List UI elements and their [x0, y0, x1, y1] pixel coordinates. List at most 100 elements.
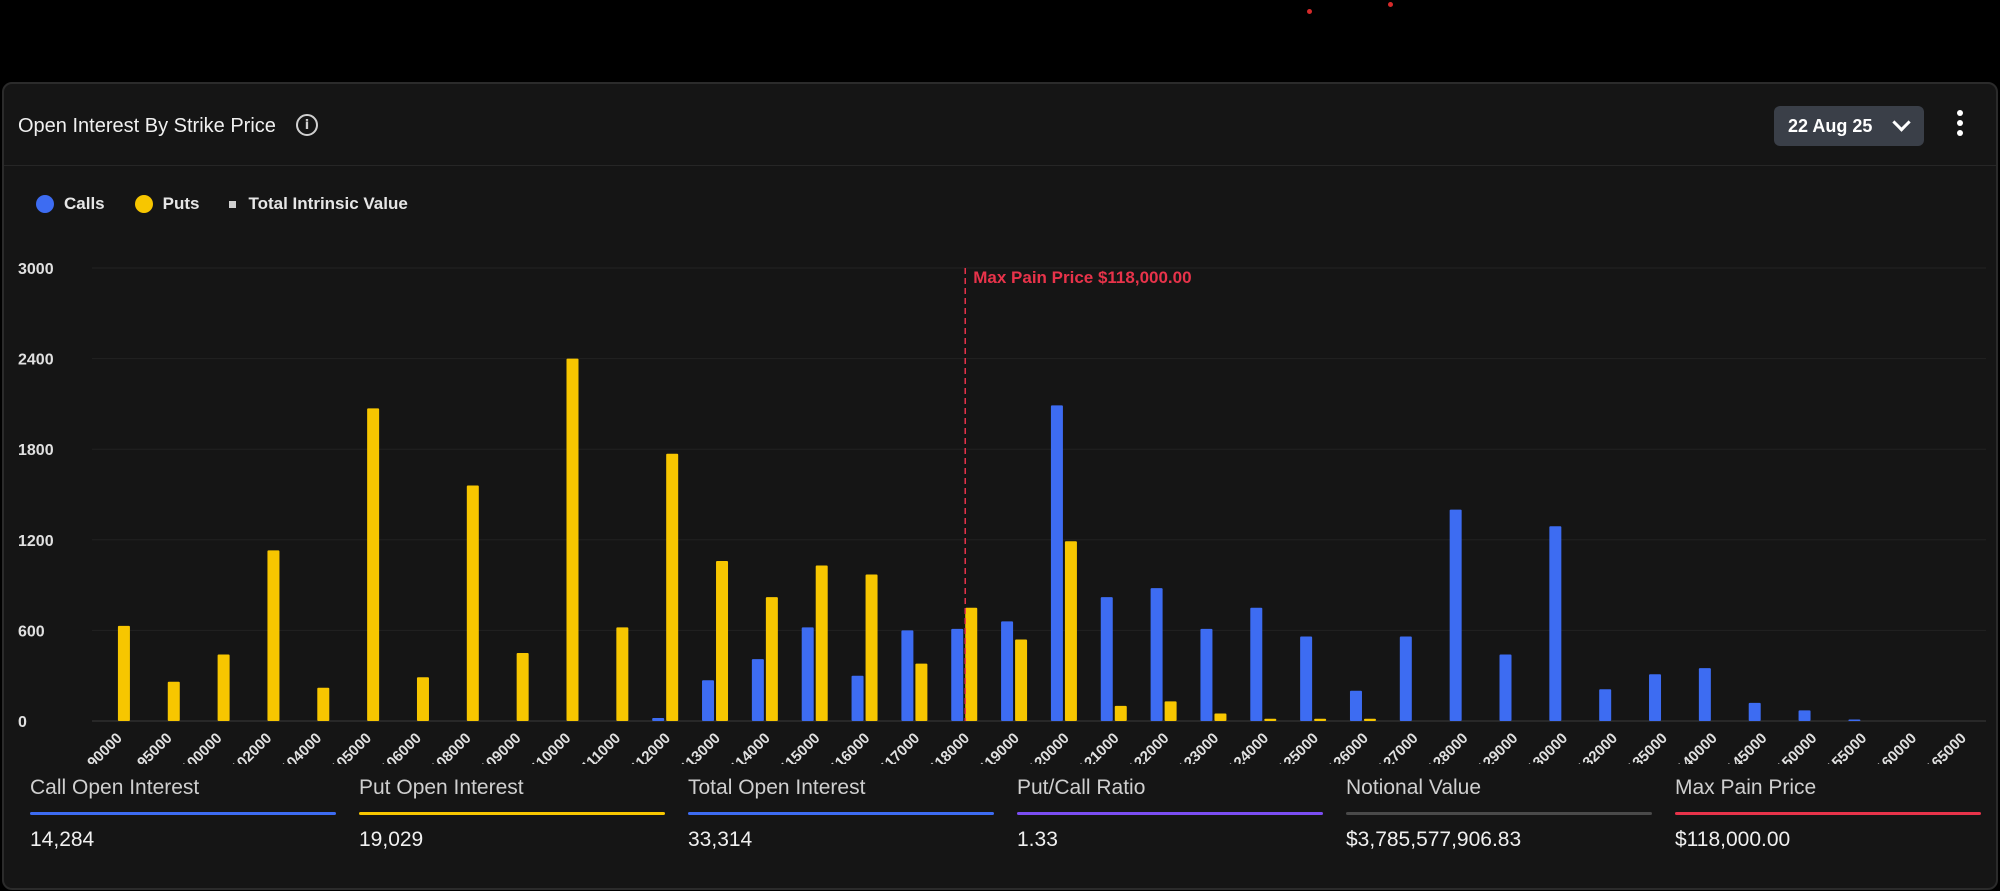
- x-tick-label: 113000: [677, 730, 724, 764]
- stat-underline: [1675, 812, 1981, 815]
- x-tick-label: 126000: [1324, 730, 1371, 764]
- stat-underline: [1017, 812, 1323, 815]
- x-tick-label: 132000: [1574, 730, 1621, 764]
- x-tick-label: 122000: [1125, 730, 1172, 764]
- x-tick-label: 117000: [876, 730, 923, 764]
- bar-puts: [1214, 713, 1227, 721]
- stat-put-open-interest: Put Open Interest 19,029: [359, 774, 665, 852]
- y-tick-label: 1800: [18, 442, 54, 459]
- bar-puts: [1314, 718, 1327, 721]
- bar-calls: [1848, 719, 1861, 721]
- stat-label: Notional Value: [1346, 776, 1482, 799]
- x-tick-label: 106000: [377, 730, 424, 764]
- x-tick-label: 129000: [1474, 730, 1521, 764]
- bar-calls: [1250, 607, 1263, 721]
- bar-puts: [1114, 705, 1127, 721]
- stat-value: $3,785,577,906.83: [1346, 828, 1522, 851]
- x-tick-label: 119000: [976, 730, 1023, 764]
- x-tick-label: 115000: [777, 730, 824, 764]
- x-tick-label: 116000: [827, 730, 874, 764]
- x-tick-label: 140000: [1673, 730, 1720, 764]
- y-tick-label: 1200: [18, 533, 54, 550]
- bar-calls: [1748, 702, 1761, 721]
- bar-calls: [1100, 597, 1113, 721]
- bar-calls: [1200, 628, 1213, 721]
- stat-call-open-interest: Call Open Interest 14,284: [30, 774, 336, 852]
- legend-intrinsic-label: Total Intrinsic Value: [248, 194, 408, 213]
- puts-swatch-icon: [134, 195, 153, 213]
- open-interest-panel: Open Interest By Strike Price i 22 Aug 2…: [2, 82, 1998, 890]
- bar-calls: [801, 627, 814, 721]
- decorative-dot: [1388, 2, 1393, 7]
- bar-puts: [267, 550, 280, 721]
- x-tick-label: 124000: [1225, 730, 1272, 764]
- x-tick-label: 127000: [1374, 730, 1421, 764]
- bar-calls: [1798, 710, 1811, 721]
- bar-calls: [751, 659, 764, 721]
- bar-puts: [167, 681, 180, 721]
- bar-puts: [367, 408, 380, 721]
- stat-underline: [30, 812, 336, 815]
- stat-value: 33,314: [688, 828, 753, 851]
- x-tick-label: 112000: [627, 730, 674, 764]
- bar-puts: [1264, 718, 1277, 721]
- stat-total-open-interest: Total Open Interest 33,314: [688, 774, 994, 852]
- bar-calls: [1050, 405, 1063, 721]
- more-options-icon[interactable]: [1950, 110, 1970, 140]
- x-tick-label: 165000: [1922, 730, 1969, 764]
- x-tick-label: 135000: [1623, 730, 1670, 764]
- bar-calls: [1499, 654, 1512, 721]
- bar-puts: [416, 677, 429, 721]
- x-tick-label: 123000: [1175, 730, 1222, 764]
- stat-label: Put/Call Ratio: [1017, 776, 1146, 799]
- stat-put-call-ratio: Put/Call Ratio 1.33: [1017, 774, 1323, 852]
- stat-label: Put Open Interest: [359, 776, 524, 799]
- x-tick-label: 160000: [1873, 730, 1920, 764]
- bar-puts: [716, 560, 729, 721]
- x-tick-label: 125000: [1275, 730, 1322, 764]
- bar-puts: [616, 627, 629, 721]
- bar-puts: [1064, 541, 1077, 721]
- stat-underline: [688, 812, 994, 815]
- chart-legend: Calls Puts Total Intrinsic Value: [36, 192, 438, 216]
- stat-value: 19,029: [359, 828, 424, 851]
- x-tick-label: 102000: [228, 730, 275, 764]
- top-strip: [0, 0, 2000, 82]
- bar-puts: [815, 565, 828, 721]
- expiry-date-dropdown[interactable]: 22 Aug 25: [1774, 106, 1924, 146]
- bar-calls: [1300, 636, 1313, 721]
- bar-calls: [652, 717, 665, 721]
- bar-calls: [1150, 588, 1163, 721]
- calls-swatch-icon: [36, 195, 54, 213]
- bar-calls: [1399, 636, 1412, 721]
- panel-title: Open Interest By Strike Price: [18, 115, 276, 137]
- bar-puts: [1015, 639, 1028, 721]
- bar-puts: [965, 607, 978, 721]
- bar-calls: [1449, 509, 1462, 721]
- bar-puts: [666, 453, 679, 721]
- x-tick-label: 130000: [1524, 730, 1571, 764]
- y-tick-label: 600: [18, 623, 45, 640]
- bar-calls: [1649, 674, 1662, 721]
- legend-calls[interactable]: Calls: [36, 194, 105, 214]
- legend-puts-label: Puts: [162, 194, 200, 213]
- bar-calls: [1001, 621, 1014, 721]
- info-icon[interactable]: i: [296, 114, 318, 136]
- bar-calls: [851, 675, 864, 721]
- intrinsic-swatch-icon: [229, 200, 237, 208]
- x-tick-label: 118000: [926, 730, 973, 764]
- legend-intrinsic[interactable]: Total Intrinsic Value: [229, 194, 408, 214]
- legend-puts[interactable]: Puts: [134, 194, 200, 214]
- max-pain-label: Max Pain Price $118,000.00: [973, 268, 1191, 287]
- legend-calls-label: Calls: [64, 194, 105, 213]
- stat-label: Max Pain Price: [1675, 776, 1817, 799]
- bar-calls: [951, 628, 964, 721]
- y-tick-label: 0: [18, 714, 27, 731]
- y-tick-label: 2400: [18, 352, 54, 369]
- bar-puts: [915, 663, 928, 721]
- x-tick-label: 105000: [328, 730, 375, 764]
- x-tick-label: 110000: [527, 730, 574, 764]
- x-tick-label: 155000: [1823, 730, 1870, 764]
- x-tick-label: 100000: [178, 730, 225, 764]
- x-tick-label: 121000: [1075, 730, 1122, 764]
